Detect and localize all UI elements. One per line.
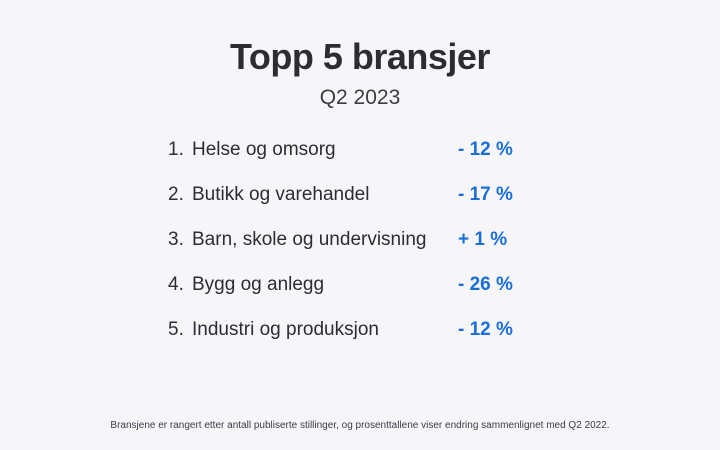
rank-label: 5. bbox=[168, 319, 184, 340]
list-item: 4. Bygg og anlegg - 26 % bbox=[168, 265, 548, 310]
list-item: 1. Helse og omsorg - 12 % bbox=[168, 130, 548, 175]
rank-label: 4. bbox=[168, 274, 184, 295]
change-value: + 1 % bbox=[458, 229, 508, 250]
industry-name: Butikk og varehandel bbox=[192, 184, 370, 205]
page-title: Topp 5 bransjer bbox=[230, 36, 490, 77]
list-item: 2. Butikk og varehandel - 17 % bbox=[168, 175, 548, 220]
list-item: 3. Barn, skole og undervisning + 1 % bbox=[168, 220, 548, 265]
change-value: - 12 % bbox=[458, 319, 513, 340]
change-value: - 12 % bbox=[458, 139, 513, 160]
rank-label: 3. bbox=[168, 229, 184, 250]
page-subtitle: Q2 2023 bbox=[319, 86, 401, 109]
industry-list: 1. Helse og omsorg - 12 % 2. Butikk og v… bbox=[168, 130, 548, 355]
change-value: - 26 % bbox=[458, 274, 513, 295]
rank-label: 2. bbox=[168, 184, 184, 205]
industry-name: Bygg og anlegg bbox=[192, 274, 325, 295]
footnote: Bransjene er rangert etter antall publis… bbox=[110, 420, 610, 431]
industry-name: Industri og produksjon bbox=[192, 319, 379, 340]
industry-name: Helse og omsorg bbox=[192, 139, 336, 160]
change-value: - 17 % bbox=[458, 184, 513, 205]
list-item: 5. Industri og produksjon - 12 % bbox=[168, 310, 548, 355]
rank-label: 1. bbox=[168, 139, 184, 160]
industry-name: Barn, skole og undervisning bbox=[192, 229, 427, 250]
